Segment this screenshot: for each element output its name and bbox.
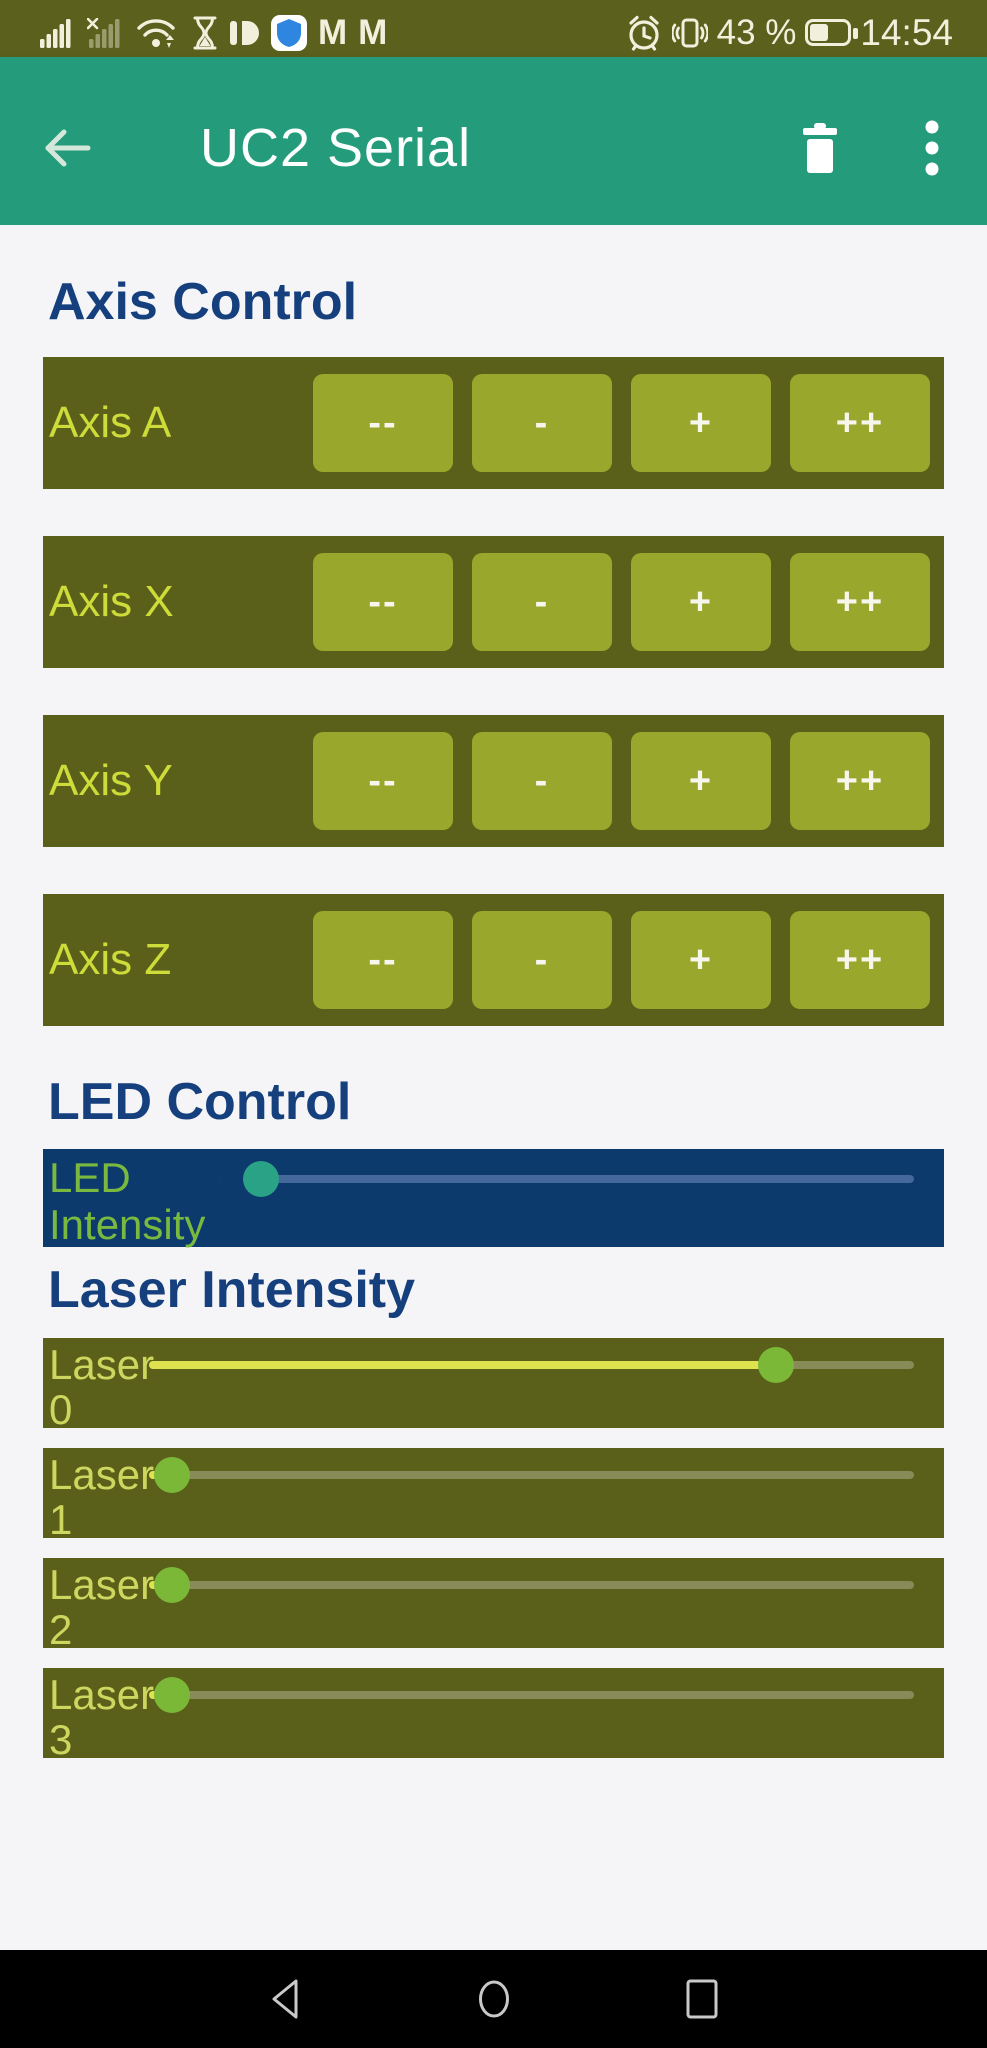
axis-y-button-minus[interactable]: - xyxy=(472,732,612,831)
axis-x-button-plus-plus[interactable]: ++ xyxy=(790,553,930,652)
delete-trash-icon[interactable] xyxy=(799,123,841,173)
alarm-clock-icon xyxy=(625,14,663,52)
axis-y-button-plus-plus[interactable]: ++ xyxy=(790,732,930,831)
slider-fill xyxy=(219,1175,261,1184)
axis-a-button-plus-plus[interactable]: ++ xyxy=(790,374,930,473)
shield-app-icon xyxy=(271,14,307,51)
d-icon xyxy=(230,18,260,48)
axis-row-z: Axis Z -- - + ++ xyxy=(43,894,944,1027)
axis-z-button-plus-plus[interactable]: ++ xyxy=(790,911,930,1010)
status-time: 14:54 xyxy=(860,12,953,53)
axis-row-a: Axis A -- - + ++ xyxy=(43,357,944,490)
laser-1-slider-thumb[interactable] xyxy=(153,1456,190,1493)
battery-icon xyxy=(805,19,859,46)
led-control-heading: LED Control xyxy=(48,1073,352,1132)
m-app-icon-2: M xyxy=(358,13,388,52)
axis-y-button-plus[interactable]: + xyxy=(631,732,771,831)
laser-0-slider-thumb[interactable] xyxy=(758,1346,795,1383)
vibrate-icon xyxy=(671,15,708,51)
laser-1-row: Laser 1 xyxy=(43,1447,944,1542)
m-app-icon: M xyxy=(318,13,348,52)
axis-z-button-plus[interactable]: + xyxy=(631,911,771,1010)
laser-0-slider[interactable] xyxy=(149,1346,914,1383)
slider-track xyxy=(149,1470,914,1479)
laser-0-row: Laser 0 xyxy=(43,1337,944,1432)
axis-z-label: Axis Z xyxy=(49,935,172,985)
hourglass-icon xyxy=(191,16,219,50)
axis-x-button-minus[interactable]: - xyxy=(472,553,612,652)
signal-strength-icon xyxy=(40,18,76,48)
main-content: Axis Control Axis A -- - + ++ Axis X -- … xyxy=(0,225,987,1950)
nav-home-circle-icon[interactable] xyxy=(471,1976,517,2022)
laser-1-slider[interactable] xyxy=(149,1456,914,1493)
laser-2-slider-thumb[interactable] xyxy=(153,1566,190,1603)
axis-z-button-minus[interactable]: - xyxy=(472,911,612,1010)
led-intensity-slider-thumb[interactable] xyxy=(242,1161,279,1198)
axis-a-button-minus-minus[interactable]: -- xyxy=(313,374,453,473)
laser-3-row: Laser 3 xyxy=(43,1667,944,1762)
slider-track xyxy=(149,1580,914,1589)
axis-x-button-minus-minus[interactable]: -- xyxy=(313,553,453,652)
axis-row-x: Axis X -- - + ++ xyxy=(43,536,944,669)
status-bar: M M xyxy=(0,0,987,57)
axis-x-label: Axis X xyxy=(49,577,174,627)
laser-3-slider-thumb[interactable] xyxy=(153,1676,190,1713)
battery-fill xyxy=(810,24,828,41)
overflow-menu-icon[interactable] xyxy=(925,120,939,176)
led-intensity-row: LED Intensity xyxy=(43,1149,944,1248)
axis-y-button-minus-minus[interactable]: -- xyxy=(313,732,453,831)
axis-y-label: Axis Y xyxy=(49,756,173,806)
signal-sim2-no-service-icon xyxy=(87,17,125,48)
status-left-icons: M M xyxy=(40,13,388,52)
slider-fill xyxy=(149,1360,777,1369)
led-intensity-label: LED Intensity xyxy=(49,1154,206,1248)
nav-back-triangle-icon[interactable] xyxy=(263,1976,309,2022)
slider-track xyxy=(149,1690,914,1699)
axis-a-button-plus[interactable]: + xyxy=(631,374,771,473)
axis-a-button-minus[interactable]: - xyxy=(472,374,612,473)
appbar-actions xyxy=(799,120,939,176)
laser-2-slider[interactable] xyxy=(149,1566,914,1603)
battery-percent-text: 43 % xyxy=(716,13,797,52)
app-bar: UC2 Serial xyxy=(0,57,987,225)
axis-row-y: Axis Y -- - + ++ xyxy=(43,715,944,848)
laser-3-label: Laser 3 xyxy=(49,1670,155,1764)
status-right-icons: 43 % 14:54 xyxy=(625,14,953,52)
laser-3-slider[interactable] xyxy=(149,1676,914,1713)
android-nav-bar xyxy=(0,1950,987,2048)
laser-2-label: Laser 2 xyxy=(49,1560,155,1654)
back-arrow-icon[interactable] xyxy=(40,121,94,175)
axis-z-button-minus-minus[interactable]: -- xyxy=(313,911,453,1010)
page-title: UC2 Serial xyxy=(200,118,472,178)
wifi-icon xyxy=(136,16,180,50)
axis-a-label: Axis A xyxy=(49,398,172,448)
axis-control-heading: Axis Control xyxy=(48,273,358,331)
laser-2-row: Laser 2 xyxy=(43,1557,944,1652)
laser-1-label: Laser 1 xyxy=(49,1450,155,1544)
laser-intensity-heading: Laser Intensity xyxy=(48,1261,416,1320)
nav-recents-square-icon[interactable] xyxy=(679,1976,725,2022)
slider-track xyxy=(219,1175,914,1184)
led-intensity-slider[interactable] xyxy=(219,1161,914,1198)
axis-x-button-plus[interactable]: + xyxy=(631,553,771,652)
laser-0-label: Laser 0 xyxy=(49,1340,155,1434)
